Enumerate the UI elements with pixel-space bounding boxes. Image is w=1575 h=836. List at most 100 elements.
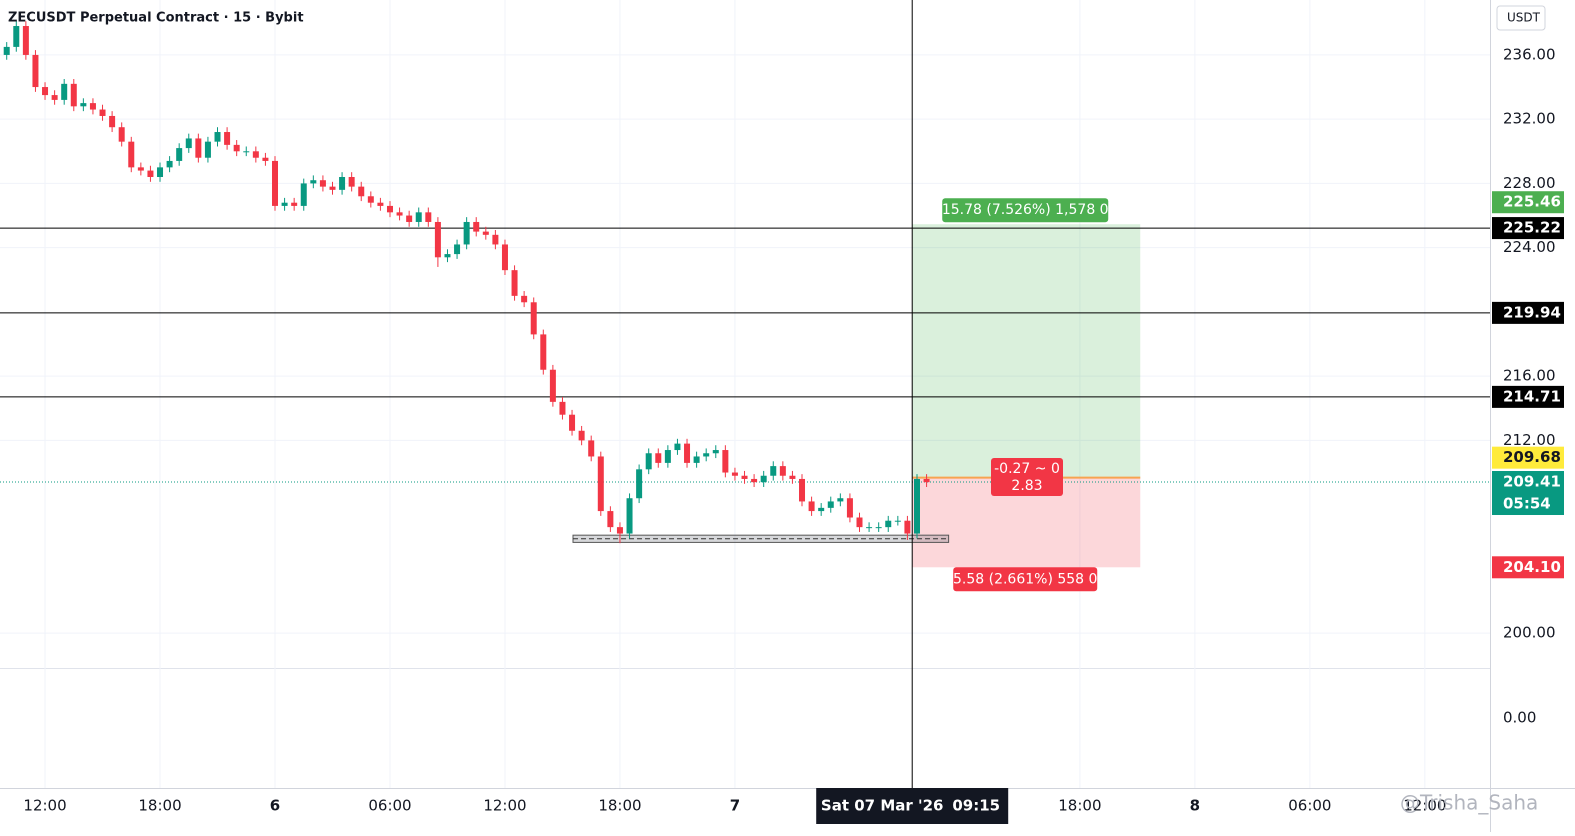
candle-body <box>339 176 346 190</box>
candle-body <box>655 453 662 463</box>
candle-body <box>789 475 796 479</box>
candle-body <box>597 456 604 512</box>
level-price: 214.71 <box>1503 387 1561 405</box>
candle-body <box>348 176 355 187</box>
chart-title: ZECUSDT Perpetual Contract · 15 · Bybit <box>8 11 304 26</box>
candle-body <box>252 151 259 158</box>
pnl-label: -0.27 ~ 0 <box>994 461 1060 477</box>
candle-body <box>492 234 499 245</box>
y-tick-label: 212.00 <box>1503 431 1556 449</box>
x-tick-label: 7 <box>730 797 740 815</box>
candle-body <box>760 475 767 483</box>
candle-body <box>70 83 77 107</box>
candle-body <box>904 520 911 534</box>
candle-body <box>377 202 384 206</box>
candle-body <box>80 103 87 107</box>
level-price-bg <box>1492 301 1564 324</box>
candle-body <box>846 498 853 518</box>
candle-body <box>109 115 116 128</box>
y-tick-label: 228.00 <box>1503 174 1556 192</box>
candle-body <box>329 186 336 190</box>
candle-body <box>32 54 39 88</box>
candle-body <box>99 109 106 116</box>
candle-body <box>204 141 211 158</box>
candle-body <box>885 520 892 528</box>
candle-body <box>425 212 432 222</box>
candle-body <box>224 132 231 145</box>
candle-body <box>128 141 135 168</box>
candle-body <box>319 180 326 187</box>
watermark: @Trisha_Saha <box>1400 791 1538 815</box>
candle-body <box>51 95 58 100</box>
candle-body <box>281 202 288 206</box>
x-tick-label: 8 <box>1190 797 1200 815</box>
candle-body <box>22 26 29 55</box>
candle-body <box>272 160 279 206</box>
y-tick-label: 232.00 <box>1503 110 1556 128</box>
candle-body <box>808 501 815 512</box>
y-tick-label: 0.00 <box>1503 709 1536 727</box>
target-label-bg <box>942 198 1109 223</box>
candle-body <box>147 170 154 177</box>
candle-body <box>770 466 777 476</box>
candle-body <box>137 167 144 171</box>
crosshair-date: Sat 07 Mar '26 <box>821 797 944 815</box>
candle-body <box>300 183 307 206</box>
candle-body <box>712 450 719 454</box>
candle-body <box>367 196 374 203</box>
profit-zone <box>912 224 1141 478</box>
currency-bg <box>1496 5 1546 31</box>
candle-body <box>913 478 920 534</box>
ratio-label: 2.83 <box>1011 478 1042 494</box>
candle-body <box>684 443 691 463</box>
candle-body <box>837 498 844 502</box>
x-tick-label: 18:00 <box>598 797 641 815</box>
candle-body <box>386 205 393 213</box>
x-tick-label: 06:00 <box>368 797 411 815</box>
candle-body <box>722 450 729 473</box>
candle-body <box>511 270 518 296</box>
candle-body <box>434 221 441 258</box>
candle-body <box>166 160 173 168</box>
stop-price-bg <box>1492 556 1564 579</box>
candle-body <box>530 302 537 335</box>
candle-body <box>866 527 873 529</box>
candle-body <box>521 295 528 303</box>
candle-body <box>42 87 49 96</box>
x-tick-label: 12:00 <box>1403 797 1446 815</box>
candle-body <box>875 527 882 529</box>
candle-body <box>674 443 681 451</box>
candle-body <box>923 478 930 483</box>
x-tick-label: 18:00 <box>1058 797 1101 815</box>
candle-body <box>501 244 508 271</box>
candle-body <box>703 453 710 457</box>
level-price-bg <box>1492 217 1564 240</box>
target-price-bg <box>1492 191 1564 214</box>
candle-body <box>89 103 96 110</box>
candle-body <box>482 231 489 235</box>
candle-body <box>195 138 202 158</box>
candle-body <box>310 180 317 184</box>
candle-body <box>616 527 623 534</box>
x-tick-label: 06:00 <box>1288 797 1331 815</box>
x-tick-label: 12:00 <box>483 797 526 815</box>
stop-price: 204.10 <box>1503 558 1561 576</box>
currency: USDT <box>1507 11 1541 25</box>
candle-body <box>607 511 614 528</box>
entry-price: 209.68 <box>1503 448 1561 466</box>
candle-body <box>185 138 192 149</box>
last-price-bg <box>1492 471 1564 516</box>
last-price: 209.41 <box>1503 473 1561 491</box>
candle-body <box>636 469 643 499</box>
candle-body <box>751 478 758 483</box>
candle-body <box>262 157 269 161</box>
entry-price-bg <box>1492 446 1564 469</box>
candle-body <box>358 186 365 197</box>
candle-body <box>396 212 403 216</box>
candle-body <box>741 475 748 479</box>
candle-body <box>569 414 576 431</box>
level-price: 219.94 <box>1503 303 1561 321</box>
y-tick-label: 200.00 <box>1503 624 1556 642</box>
candle-body <box>444 254 451 258</box>
candle-body <box>291 202 298 206</box>
